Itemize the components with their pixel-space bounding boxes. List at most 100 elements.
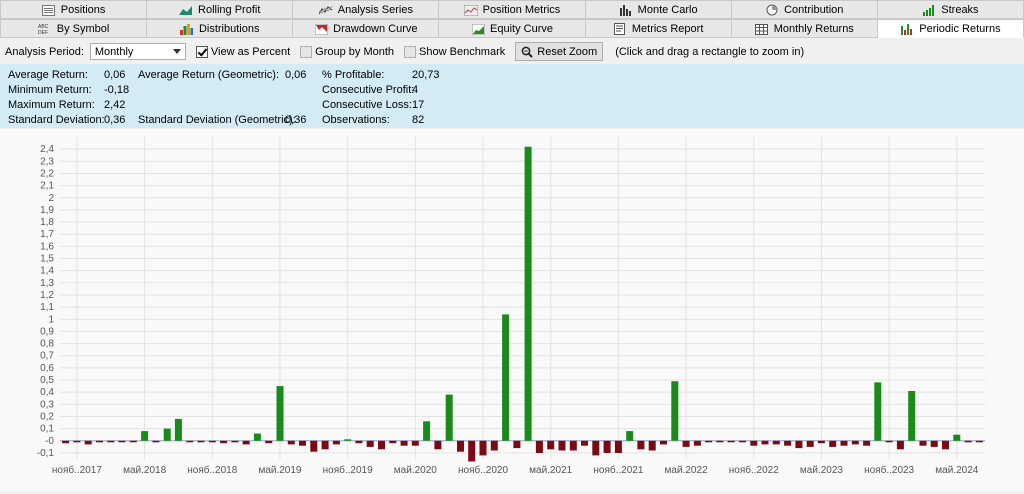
x-tick-label: май.2023 — [800, 465, 843, 476]
magnifier-icon — [521, 46, 533, 58]
tab-monthly-returns[interactable]: Monthly Returns — [731, 19, 878, 38]
bar-2024-04 — [942, 440, 949, 450]
tab-label: Analysis Series — [337, 3, 413, 16]
bar-2023-06 — [829, 440, 837, 447]
tab-label: Distributions — [198, 22, 260, 35]
bar-2022-09 — [727, 440, 735, 443]
bar-2019-04 — [265, 440, 273, 444]
tab-drawdown-curve[interactable]: Drawdown Curve — [293, 19, 440, 38]
min-return-value: -0,18 — [104, 84, 130, 96]
bar-2023-09 — [863, 440, 871, 446]
checkbox-unchecked-icon — [300, 45, 313, 58]
tab-streaks[interactable]: Streaks — [877, 0, 1024, 19]
tab-label: Equity Curve — [490, 22, 553, 35]
analysis-period-select[interactable]: Monthly — [89, 43, 186, 60]
bar-2017-11 — [73, 440, 81, 443]
tab-metrics-report[interactable]: Metrics Report — [585, 19, 732, 38]
tab-distributions[interactable]: Distributions — [147, 19, 294, 38]
x-tick-label: нояб..2019 — [323, 464, 373, 476]
bar-2022-04 — [671, 381, 679, 441]
bar-2022-11 — [750, 440, 758, 446]
bar-2023-08 — [851, 440, 859, 445]
reset-zoom-button[interactable]: Reset Zoom — [515, 42, 604, 61]
bar-2018-10 — [197, 440, 205, 443]
bar-2022-12 — [761, 440, 769, 445]
bar-2020-01 — [366, 440, 374, 447]
y-tick-label: 1,6 — [40, 241, 54, 252]
bar-2022-01 — [637, 440, 645, 450]
bar-2018-12 — [220, 440, 228, 444]
y-tick-label: 1,4 — [40, 266, 54, 277]
bar-2021-11 — [614, 440, 622, 453]
returns-bar-chart[interactable]: -0,1-00,1 0,20,30,40,50,60,70,8 0,911,11,2… — [0, 129, 1024, 491]
group-by-month-checkbox[interactable]: Group by Month — [300, 45, 394, 58]
bar-2019-10 — [332, 440, 340, 445]
tab-contribution[interactable]: Contribution — [731, 0, 878, 19]
tab-label: Drawdown Curve — [333, 22, 418, 35]
bar-2021-10 — [603, 440, 611, 453]
bar-2024-06 — [964, 440, 972, 443]
position-metrics-icon — [463, 4, 478, 16]
bar-2021-05 — [547, 440, 555, 450]
tab-label: By Symbol — [56, 22, 110, 35]
bar-2024-01 — [908, 391, 916, 441]
std-geo-label: Standard Deviation (Geometric): — [138, 114, 296, 126]
bar-2022-07 — [705, 440, 713, 443]
tab-analysis-series[interactable]: Analysis Series — [293, 0, 440, 19]
bar-2020-12 — [490, 440, 498, 451]
y-tick-label: -0 — [45, 436, 54, 447]
tab-equity-curve[interactable]: Equity Curve — [439, 19, 586, 38]
tab-label: Contribution — [784, 3, 844, 16]
streaks-icon — [922, 4, 936, 16]
y-tick-label: 0,5 — [40, 375, 54, 386]
bar-2020-08 — [445, 394, 453, 441]
avg-geo-label: Average Return (Geometric): — [138, 69, 280, 81]
svg-text:DEF: DEF — [38, 30, 48, 35]
bar-2019-12 — [355, 440, 363, 444]
pct-profitable-label: % Profitable: — [322, 69, 385, 81]
y-tick-label: 2,3 — [40, 156, 54, 167]
y-tick-label: 1,2 — [40, 290, 54, 301]
zoom-hint: (Click and drag a rectangle to zoom in) — [615, 45, 805, 58]
tab-label: Rolling Profit — [198, 3, 261, 16]
bar-2023-11 — [885, 440, 893, 443]
tab-position-metrics[interactable]: Position Metrics — [439, 0, 586, 19]
y-tick-label: 2,1 — [40, 181, 54, 192]
tab-label: Metrics Report — [631, 22, 704, 35]
x-tick-label: май.2018 — [123, 465, 166, 476]
bar-2020-07 — [434, 440, 442, 450]
bar-2023-05 — [817, 440, 825, 444]
periodic-returns-chart[interactable]: -0,1 -0 0,1 0,2 0,3 0,4 0,5 0,6 0,7 0,8 0,9 1 1,1 1,2… — [0, 129, 1024, 491]
svg-text:ABC: ABC — [38, 24, 49, 30]
monte-carlo-icon — [619, 4, 633, 16]
tab-by-symbol[interactable]: ABC DEF By Symbol — [0, 19, 148, 38]
x-tick-label: май.2021 — [529, 465, 572, 476]
reset-zoom-label: Reset Zoom — [537, 45, 598, 58]
tab-periodic-returns[interactable]: Periodic Returns — [877, 19, 1024, 38]
bar-2021-04 — [535, 440, 543, 453]
y-tick-label: 1,1 — [40, 302, 54, 313]
tab-rolling-profit[interactable]: Rolling Profit — [147, 0, 294, 19]
max-return-value: 2,42 — [104, 99, 126, 111]
x-tick-label: нояб..2021 — [593, 464, 643, 476]
tab-positions[interactable]: Positions — [0, 0, 148, 19]
bar-2018-06 — [152, 440, 160, 443]
tab-label: Periodic Returns — [919, 22, 1001, 35]
tab-label: Monte Carlo — [637, 3, 698, 16]
y-tick-label: 1,8 — [40, 217, 54, 228]
bar-2019-07 — [299, 440, 306, 446]
bar-2021-07 — [569, 440, 577, 451]
x-tick-label: нояб..2017 — [52, 464, 102, 476]
y-tick-label: 1,3 — [40, 278, 54, 289]
view-as-percent-checkbox[interactable]: View as Percent — [195, 45, 290, 58]
y-tick-label: 2 — [48, 193, 54, 204]
tab-monte-carlo[interactable]: Monte Carlo — [585, 0, 732, 19]
bar-2018-02 — [107, 440, 115, 443]
observations-label: Observations: — [322, 114, 390, 126]
bar-2020-02 — [378, 440, 385, 450]
x-tick-label: май.2020 — [394, 465, 437, 476]
analysis-period-value: Monthly — [94, 45, 134, 58]
tab-row-top: Positions Rolling Profit Analysis Series Po… — [0, 0, 1024, 19]
show-benchmark-checkbox[interactable]: Show Benchmark — [404, 45, 505, 58]
max-return-label: Maximum Return: — [8, 99, 95, 111]
